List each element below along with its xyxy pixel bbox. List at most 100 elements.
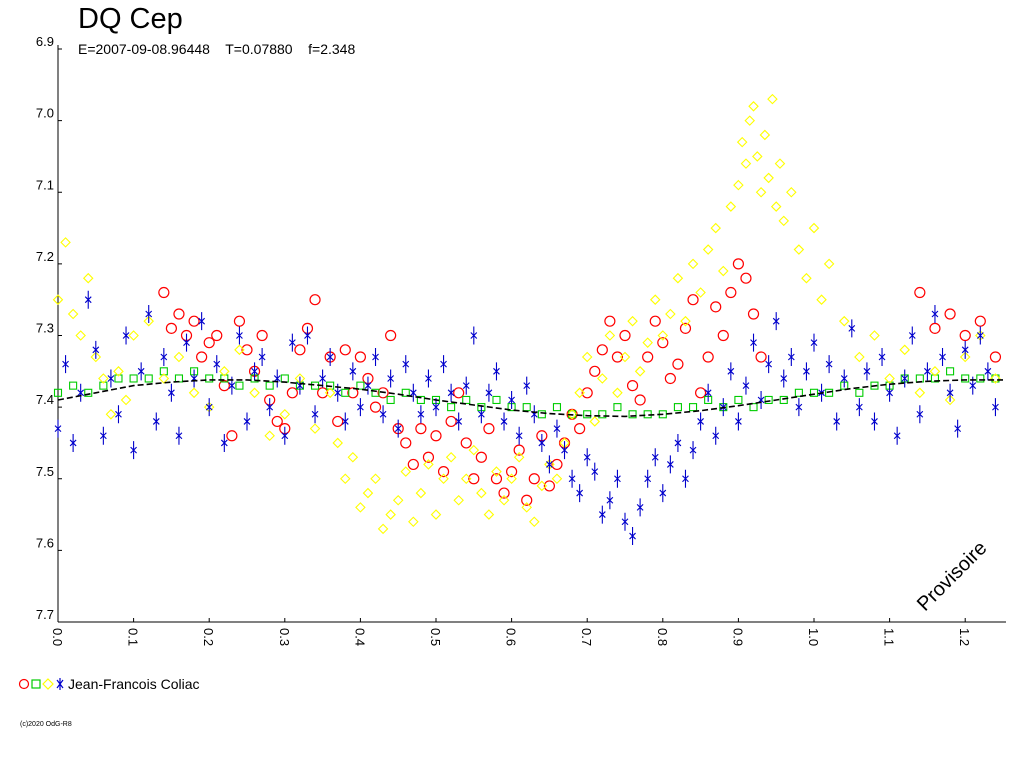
red-circle-point — [158, 286, 170, 299]
green-square-point — [930, 374, 940, 383]
red-circle-point — [642, 351, 654, 363]
blue-cross-point — [455, 412, 463, 431]
blue-cross-point — [183, 333, 190, 352]
blue-cross-point — [122, 326, 130, 345]
yellow-diamond-point — [521, 502, 532, 513]
yellow-diamond-point — [725, 201, 737, 212]
legend-cross-icon — [56, 678, 64, 690]
blue-cross-point — [137, 362, 145, 381]
yellow-diamond-point — [642, 337, 653, 348]
red-circle-point — [596, 344, 608, 356]
yellow-diamond-point — [219, 366, 230, 377]
y-tick-label: 7.0 — [36, 106, 54, 121]
green-square-point — [205, 374, 214, 383]
blue-cross-point — [236, 326, 243, 345]
legend-circle-icon — [18, 678, 30, 690]
blue-cross-point — [689, 441, 697, 460]
yellow-diamond-point — [627, 315, 638, 327]
red-circle-point — [543, 480, 556, 492]
yellow-diamond-point — [105, 409, 117, 420]
yellow-diamond-point — [347, 451, 359, 463]
blue-cross-point — [145, 305, 153, 324]
yellow-diamond-point — [551, 473, 563, 485]
yellow-diamond-point — [67, 308, 79, 320]
blue-cross-point — [387, 369, 395, 388]
blue-cross-point — [954, 419, 962, 438]
red-circle-point — [581, 387, 593, 399]
blue-cross-point — [417, 405, 425, 424]
blue-cross-point — [152, 412, 160, 431]
x-tick-label: 1.0 — [806, 628, 821, 646]
blue-cross-point — [825, 355, 833, 374]
legend-markers-icon — [18, 678, 64, 690]
green-square-point — [220, 374, 229, 383]
blue-cross-point — [470, 326, 478, 345]
red-circle-point — [914, 286, 926, 299]
x-tick-label: 0.0 — [50, 628, 65, 646]
green-square-point — [870, 381, 879, 390]
blue-cross-point — [924, 362, 931, 381]
blue-cross-point — [530, 405, 538, 424]
blue-cross-point — [523, 376, 531, 395]
blue-cross-point — [99, 426, 107, 445]
green-square-point — [598, 410, 607, 419]
yellow-diamond-point — [498, 494, 510, 506]
green-square-point — [84, 388, 93, 397]
green-square-point — [613, 403, 622, 412]
chart-title: DQ Cep — [78, 3, 183, 35]
yellow-diamond-point — [90, 351, 102, 363]
red-circle-point — [468, 473, 480, 485]
blue-cross-point — [500, 412, 508, 431]
blue-cross-point — [591, 462, 599, 481]
red-circle-point — [483, 423, 495, 435]
data-marks — [52, 93, 1003, 546]
red-circle-point — [286, 387, 298, 399]
green-square-point — [129, 374, 138, 383]
red-circle-point — [490, 473, 503, 485]
yellow-diamond-point — [491, 466, 502, 477]
yellow-diamond-point — [385, 509, 396, 520]
blue-cross-point — [780, 369, 788, 388]
green-square-point — [779, 395, 788, 405]
yellow-diamond-point — [460, 473, 472, 485]
yellow-diamond-point — [680, 315, 691, 327]
green-square-point — [492, 395, 501, 405]
yellow-diamond-point — [309, 423, 321, 434]
red-circle-point — [611, 351, 624, 363]
yellow-diamond-point — [778, 215, 790, 227]
blue-cross-point — [697, 412, 704, 431]
blue-cross-point — [961, 340, 969, 359]
yellow-diamond-point — [234, 344, 245, 356]
yellow-diamond-point — [513, 451, 525, 463]
yellow-diamond-point — [392, 494, 404, 506]
blue-cross-point — [614, 469, 621, 488]
yellow-diamond-point — [173, 351, 185, 363]
green-square-point — [401, 388, 410, 397]
blue-cross-point — [553, 419, 561, 438]
red-circle-point — [226, 430, 238, 442]
yellow-diamond-point — [774, 158, 786, 169]
red-circle-point — [445, 415, 457, 428]
yellow-diamond-point — [529, 516, 540, 528]
blue-cross-point — [908, 326, 916, 345]
chart-subtitle: E=2007-09-08.96448 T=0.07880 f=2.348 — [78, 41, 356, 57]
y-tick-label: 7.1 — [36, 177, 54, 192]
green-square-point — [991, 374, 1000, 383]
x-tick-label: 1.2 — [957, 628, 972, 646]
blue-cross-point — [750, 333, 757, 352]
blue-cross-point — [258, 347, 266, 366]
red-circle-point — [196, 351, 208, 363]
yellow-diamond-point — [763, 172, 774, 184]
red-circle-point — [664, 372, 676, 385]
blue-cross-point — [402, 355, 410, 374]
blue-cross-point — [220, 433, 228, 452]
blue-cross-point — [992, 398, 999, 417]
blue-cross-point — [372, 347, 379, 366]
yellow-diamond-point — [476, 487, 487, 499]
yellow-diamond-point — [612, 387, 623, 399]
y-tick-label: 7.4 — [36, 392, 54, 407]
red-circle-point — [989, 351, 1002, 363]
red-circle-point — [256, 329, 268, 342]
red-circle-point — [513, 444, 525, 456]
